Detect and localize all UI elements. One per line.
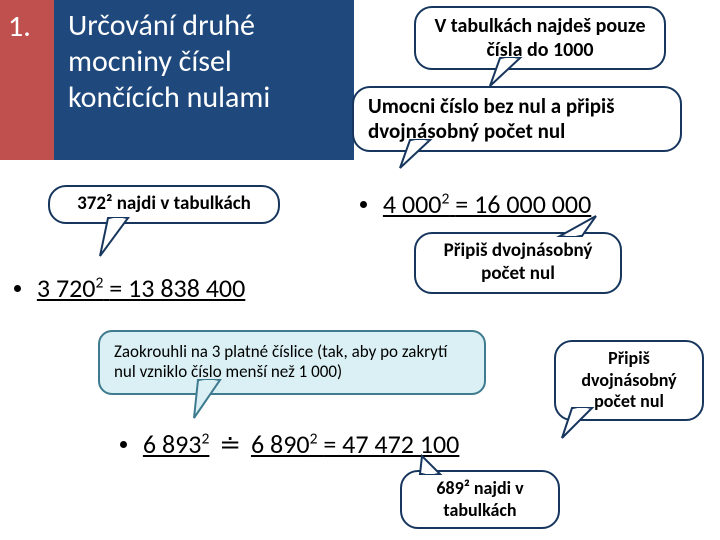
callout-tail: [400, 140, 440, 170]
b1-exp: 2: [95, 273, 103, 292]
bullet-dot: [120, 441, 127, 448]
callout-tail: [420, 456, 454, 476]
callout-pripis-1: Připiš dvojnásobný počet nul: [414, 232, 622, 294]
round-note: Zaokrouhli na 3 platné číslice (tak, aby…: [98, 330, 486, 395]
b3-a: 6 893: [143, 428, 202, 460]
bullet-3720: 3 7202 = 13 838 400: [14, 272, 245, 304]
callout-tail: [560, 216, 600, 238]
b3-exp1: 2: [201, 429, 209, 448]
callout-372: 372² najdi v tabulkách: [48, 185, 280, 224]
b2-lhs: 4 000: [383, 188, 442, 220]
b2-exp: 2: [441, 189, 449, 208]
approx-sign: [219, 428, 241, 460]
bullet-4000: 4 0002 = 16 000 000: [360, 188, 591, 220]
callout-689: 689² najdi v tabulkách: [400, 470, 560, 529]
callout-top-right: V tabulkách najdeš pouze čísla do 1000: [414, 6, 666, 70]
callout-tail: [562, 408, 598, 440]
b1-rhs: = 13 838 400: [109, 272, 245, 304]
bullet-6893: 6 8932 6 8902 = 47 472 100: [120, 428, 459, 460]
roundbox-tail: [190, 380, 230, 420]
title-text: Určování druhé mocniny čísel končících n…: [54, 0, 354, 160]
bullet-dot: [360, 201, 367, 208]
callout-tail: [100, 218, 136, 258]
callout-tail: [490, 58, 530, 88]
b1-lhs: 3 720: [37, 272, 96, 304]
list-number: 1.: [0, 0, 54, 160]
b3-b: 6 890: [251, 428, 310, 460]
b3-exp2: 2: [310, 429, 318, 448]
bullet-dot: [14, 285, 21, 292]
